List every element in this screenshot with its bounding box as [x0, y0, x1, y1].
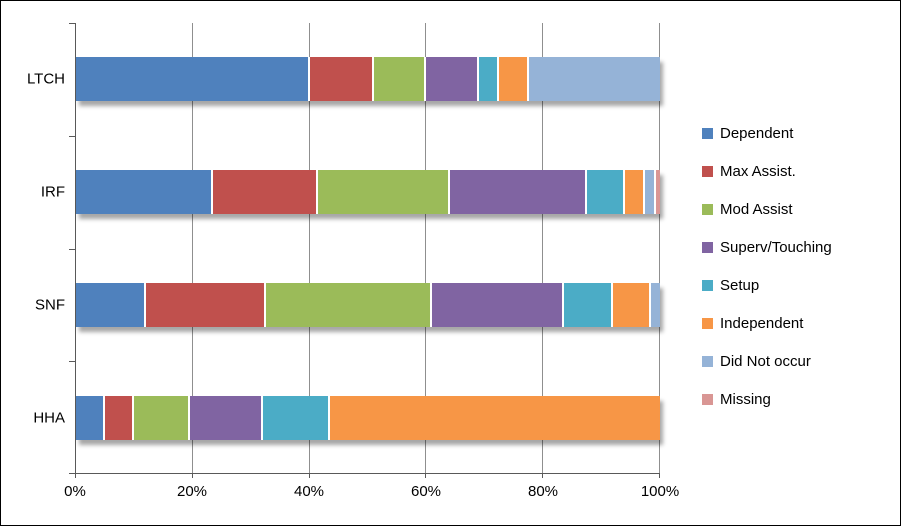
category-axis-labels: LTCH IRF SNF HHA	[1, 23, 65, 474]
bar-hha	[76, 396, 660, 440]
legend-swatch	[702, 317, 713, 329]
bar-ltch	[76, 57, 660, 101]
legend-swatch	[702, 203, 713, 215]
bar-segment	[330, 396, 660, 440]
x-tick-mark	[542, 473, 544, 478]
legend-item: Did Not occur	[702, 342, 832, 380]
bar-segment	[432, 283, 564, 327]
legend-item: Mod Assist	[702, 190, 832, 228]
legend-label: Superv/Touching	[720, 238, 832, 256]
bar-segment	[262, 396, 330, 440]
x-tick-mark	[308, 473, 310, 478]
legend-item: Superv/Touching	[702, 228, 832, 266]
y-tick-mark	[69, 249, 75, 250]
bar-segment	[478, 57, 500, 101]
gridline	[308, 23, 310, 473]
legend-swatch	[702, 355, 713, 367]
legend-label: Max Assist.	[720, 162, 796, 180]
bar-segment	[449, 170, 587, 214]
bar-segment	[563, 283, 614, 327]
bar-segment	[651, 283, 660, 327]
bar-snf	[76, 283, 660, 327]
category-label: LTCH	[26, 70, 65, 88]
bar-segment	[613, 283, 652, 327]
legend-item: Dependent	[702, 114, 832, 152]
x-tick-mark	[191, 473, 193, 478]
legend-label: Independent	[720, 314, 804, 332]
x-tick-label: 40%	[293, 483, 325, 500]
x-tick-label: 80%	[527, 483, 559, 500]
legend-swatch	[702, 165, 713, 177]
bar-segment	[309, 57, 374, 101]
bar-segment	[373, 57, 427, 101]
bar-segment	[76, 57, 310, 101]
bar-segment	[499, 57, 529, 101]
plot-area	[69, 23, 660, 478]
bar-segment	[76, 396, 106, 440]
legend-swatch	[702, 393, 713, 405]
bars-layer	[76, 23, 660, 473]
x-tick-label: 100%	[640, 483, 680, 500]
bar-segment	[265, 283, 433, 327]
x-tick-label: 20%	[176, 483, 208, 500]
legend-label: Setup	[720, 276, 760, 294]
legend: Dependent Max Assist. Mod Assist Superv/Tou…	[702, 114, 832, 418]
legend-item: Independent	[702, 304, 832, 342]
legend-label: Missing	[720, 390, 771, 408]
bar-segment	[318, 170, 450, 214]
bar-segment	[645, 170, 656, 214]
y-tick-mark	[69, 473, 75, 474]
bar-segment	[213, 170, 319, 214]
category-label: HHA	[33, 409, 65, 427]
y-tick-mark	[69, 136, 75, 137]
legend-swatch	[702, 279, 713, 291]
legend-label: Did Not occur	[720, 352, 811, 370]
legend-item: Max Assist.	[702, 152, 832, 190]
bar-segment	[146, 283, 266, 327]
bar-segment	[426, 57, 479, 101]
bar-segment	[189, 396, 263, 440]
bar-segment	[105, 396, 135, 440]
gridline	[425, 23, 427, 473]
bar-segment	[76, 170, 214, 214]
bar-segment	[586, 170, 625, 214]
y-tick-mark	[69, 361, 75, 362]
bar-segment	[528, 57, 660, 101]
x-tick-label: 0%	[64, 483, 86, 500]
category-label: SNF	[35, 296, 65, 314]
x-tick-mark	[425, 473, 427, 478]
gridline	[191, 23, 193, 473]
bar-irf	[76, 170, 660, 214]
bar-segment	[624, 170, 646, 214]
y-tick-mark	[69, 23, 75, 24]
category-label: IRF	[40, 183, 65, 201]
legend-item: Missing	[702, 380, 832, 418]
gridline	[542, 23, 544, 473]
x-tick-mark	[75, 473, 76, 478]
legend-label: Dependent	[720, 124, 794, 142]
bar-segment	[655, 170, 660, 214]
x-tick-label: 60%	[410, 483, 442, 500]
value-axis-labels: 0% 20% 40% 60% 80% 100%	[64, 483, 679, 503]
bar-segment	[134, 396, 190, 440]
x-tick-mark	[659, 473, 660, 478]
bar-segment	[76, 283, 147, 327]
legend-swatch	[702, 241, 713, 253]
legend-item: Setup	[702, 266, 832, 304]
legend-label: Mod Assist	[720, 200, 793, 218]
legend-swatch	[702, 127, 713, 139]
gridline	[659, 23, 660, 473]
